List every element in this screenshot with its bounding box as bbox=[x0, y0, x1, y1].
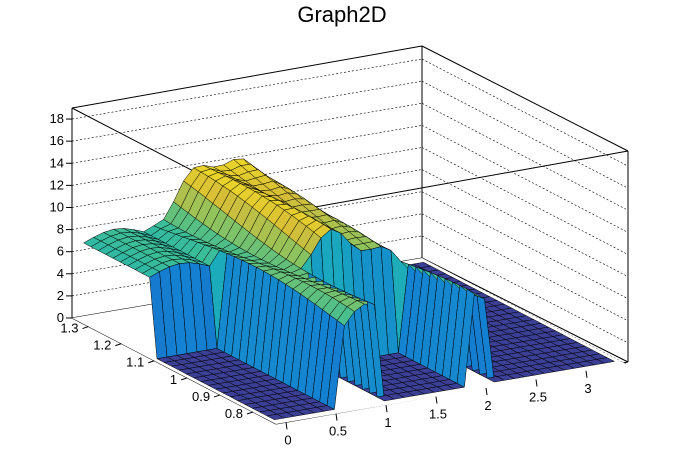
x-tick bbox=[535, 379, 538, 387]
y-tick bbox=[213, 394, 221, 398]
y-tick-label: 0.9 bbox=[192, 389, 210, 404]
z-tick-label: 6 bbox=[57, 244, 64, 259]
x-tick bbox=[385, 405, 388, 413]
chart-title: Graph2D bbox=[297, 2, 386, 27]
z-tick-label: 0 bbox=[57, 310, 64, 325]
surface-mesh bbox=[83, 158, 616, 420]
z-tick-label: 10 bbox=[50, 199, 64, 214]
x-tick-label: 0 bbox=[284, 432, 291, 447]
x-tick-label: 1.5 bbox=[429, 407, 447, 422]
z-gridline bbox=[71, 125, 423, 186]
x-tick-label: 2.5 bbox=[529, 389, 547, 404]
z-tick-label: 8 bbox=[57, 222, 64, 237]
y-tick bbox=[82, 326, 89, 330]
z-tick-label: 4 bbox=[57, 266, 64, 281]
x-tick-label: 2 bbox=[484, 398, 491, 413]
z-tick-label: 2 bbox=[57, 288, 64, 303]
x-tick-label: 0.5 bbox=[329, 424, 347, 439]
z-tick-label: 14 bbox=[50, 155, 64, 170]
y-tick bbox=[148, 360, 155, 364]
z-gridline bbox=[71, 80, 423, 142]
y-tick-label: 0.8 bbox=[225, 406, 243, 421]
x-tick bbox=[435, 396, 438, 404]
z-gridline bbox=[71, 102, 423, 164]
z-gridline bbox=[421, 58, 627, 166]
z-gridline bbox=[421, 147, 627, 254]
x-tick-label: 1 bbox=[384, 415, 391, 430]
x-tick bbox=[335, 413, 338, 421]
z-tick-label: 16 bbox=[50, 133, 64, 148]
y-tick-label: 1 bbox=[170, 372, 177, 387]
z-tick-label: 12 bbox=[50, 177, 64, 192]
z-gridline bbox=[421, 102, 627, 210]
y-tick bbox=[181, 377, 188, 381]
z-gridline bbox=[421, 125, 627, 232]
z-gridline bbox=[71, 58, 423, 120]
y-axis: 0.8 0.9 1 1.1 1.2 1.3 bbox=[60, 321, 254, 421]
x-tick bbox=[585, 370, 588, 378]
x-tick-label: 3 bbox=[584, 381, 591, 396]
z-axis: 0 2 4 6 8 10 12 14 16 18 bbox=[50, 111, 72, 325]
y-tick-label: 1.1 bbox=[126, 355, 144, 370]
surface-cell bbox=[596, 357, 616, 364]
y-tick bbox=[115, 343, 122, 347]
x-tick bbox=[285, 422, 288, 430]
y-tick bbox=[246, 411, 254, 415]
z-gridline bbox=[421, 169, 627, 276]
y-tick-label: 1.2 bbox=[93, 338, 111, 353]
x-tick bbox=[485, 387, 488, 396]
x-axis: 0 0.5 1 1.5 2 2.5 3 bbox=[284, 370, 592, 447]
z-tick-label: 18 bbox=[50, 111, 64, 126]
y-tick-label: 1.3 bbox=[60, 321, 78, 336]
